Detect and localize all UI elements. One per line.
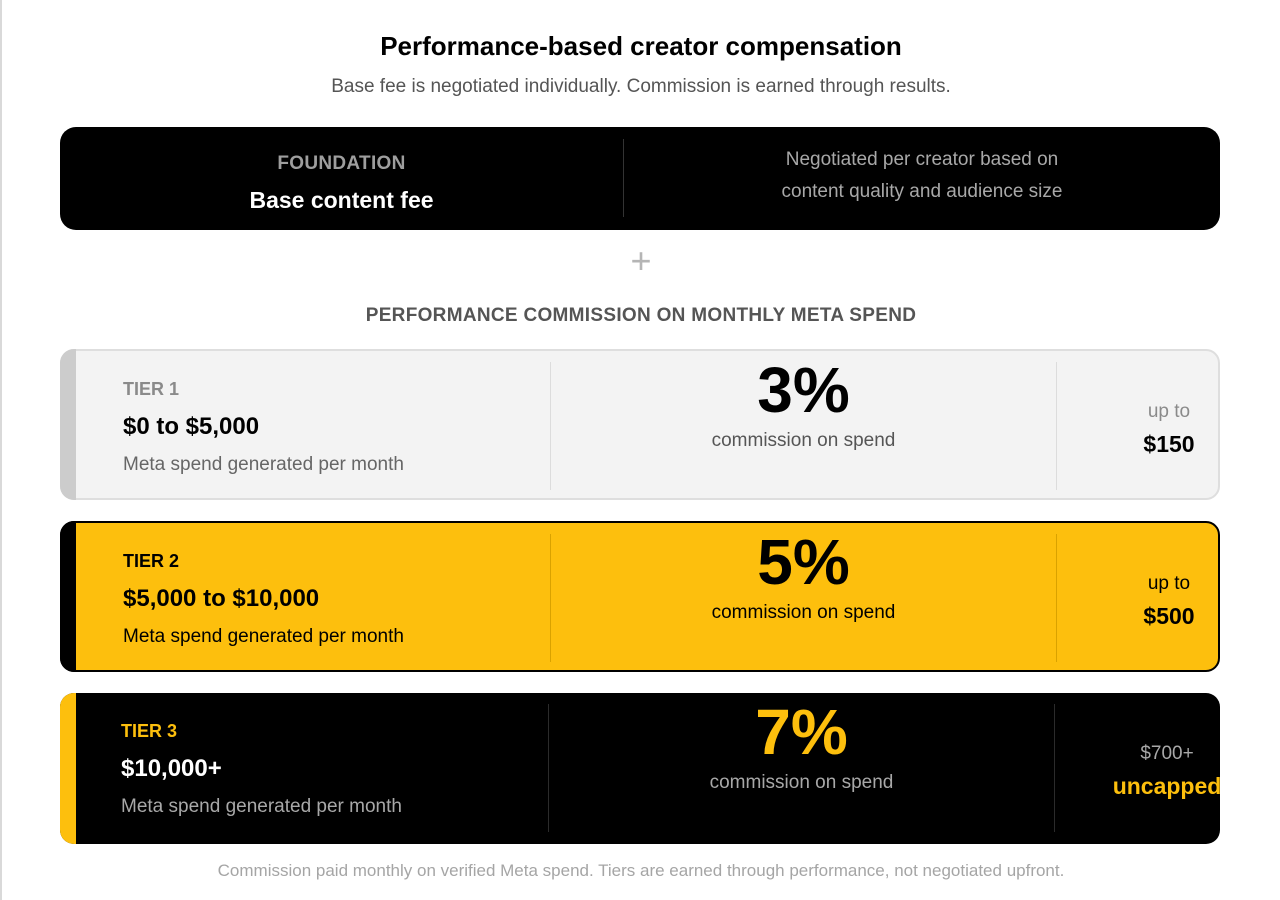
tier-label: TIER 2 [123, 551, 180, 571]
tier-note: Meta spend generated per month [123, 626, 404, 647]
plus-icon: + [630, 240, 652, 281]
foundation-name: Base content fee [249, 187, 434, 213]
tier-cap-value: $500 [1143, 603, 1195, 629]
page-title: Performance-based creator compensation [380, 31, 902, 61]
tier-range: $5,000 to $10,000 [123, 585, 320, 612]
tier-cap-label: up to [1147, 573, 1191, 594]
tier-divider [1054, 704, 1055, 832]
tier-cap-label: $700+ [1140, 743, 1194, 764]
tier-note: Meta spend generated per month [123, 454, 404, 475]
tier-percent-caption: commission on spend [709, 772, 894, 793]
tier-card-1: TIER 1 $0 to $5,000 Meta spend generated… [60, 349, 1220, 500]
tier-divider [1056, 362, 1057, 490]
tier-range: $10,000+ [121, 755, 222, 782]
tier-divider [550, 362, 551, 490]
tier-label: TIER 1 [123, 379, 180, 399]
foundation-desc-line2: content quality and audience size [781, 181, 1063, 202]
footer-note: Commission paid monthly on verified Meta… [217, 861, 1065, 880]
tier-note: Meta spend generated per month [121, 796, 402, 817]
tier-accent-bar [60, 349, 76, 500]
tier-divider [550, 534, 551, 662]
tier-percent-caption: commission on spend [711, 602, 896, 623]
foundation-card: FOUNDATION Base content fee Negotiated p… [60, 127, 1220, 230]
tier-cap-value: uncapped [1112, 773, 1222, 799]
tier-divider [1056, 534, 1057, 662]
tier-percent-caption: commission on spend [711, 430, 896, 451]
tier-accent-bar [60, 521, 76, 672]
tier-accent-bar [60, 693, 76, 844]
tier-cap-label: up to [1147, 401, 1191, 422]
tier-cap-value: $150 [1143, 431, 1195, 457]
foundation-description: Negotiated per creator based on content … [624, 144, 1220, 208]
tier-range: $0 to $5,000 [123, 413, 260, 440]
foundation-label: FOUNDATION [277, 153, 406, 174]
tier-divider [548, 704, 549, 832]
tier-card-2: TIER 2 $5,000 to $10,000 Meta spend gene… [60, 521, 1220, 672]
page-subtitle: Base fee is negotiated individually. Com… [331, 76, 951, 97]
commission-section-heading: PERFORMANCE COMMISSION ON MONTHLY META S… [365, 305, 917, 326]
tier-percent: 5% [757, 526, 850, 598]
foundation-desc-line1: Negotiated per creator based on [785, 149, 1059, 170]
tier-card-3: TIER 3 $10,000+ Meta spend generated per… [60, 693, 1221, 844]
tier-percent: 7% [755, 696, 848, 768]
foundation-divider [623, 139, 624, 217]
tier-label: TIER 3 [121, 721, 178, 741]
tier-percent: 3% [757, 354, 850, 426]
foundation-left: FOUNDATION Base content fee [60, 127, 623, 230]
